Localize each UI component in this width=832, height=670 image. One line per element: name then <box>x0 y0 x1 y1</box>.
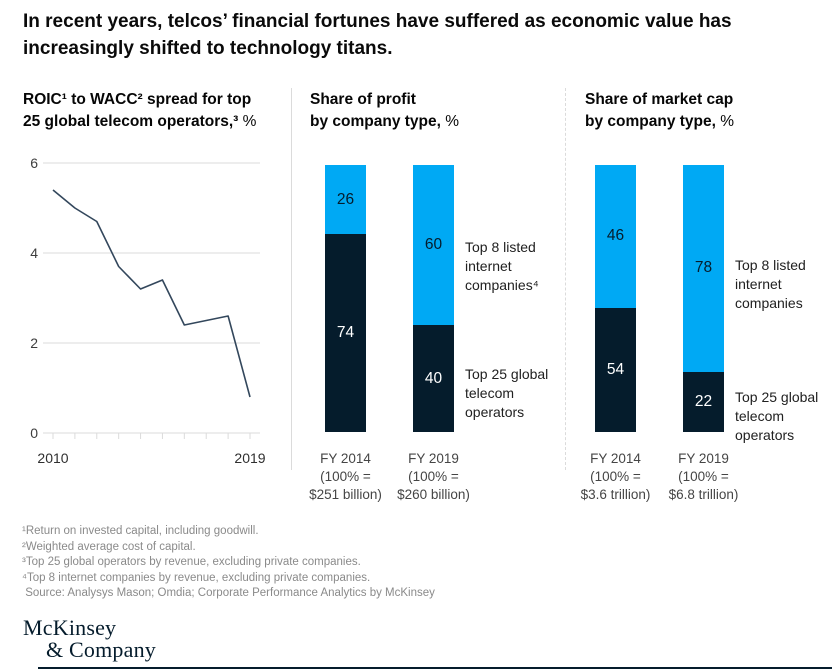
bar-value-label: 54 <box>606 360 625 378</box>
stacked-bar: 78 22 <box>683 165 724 432</box>
unit-label: % <box>720 113 735 130</box>
legend-line: companies⁴ <box>465 277 539 293</box>
legend-line: internet <box>735 276 782 292</box>
x-axis-label-start: 2010 <box>37 450 68 466</box>
category-label-line: (100% = <box>320 469 371 484</box>
y-axis-tick-label: 0 <box>30 425 38 441</box>
legend-line: Top 25 global <box>735 389 819 405</box>
legend-line: Top 25 global <box>465 366 549 382</box>
heading-line: Share of market cap <box>585 91 734 108</box>
category-label: FY 2014 (100% = $3.6 trillion) <box>551 450 681 504</box>
category-label-line: $6.8 trillion) <box>668 487 739 502</box>
category-label-line: (100% = <box>678 469 729 484</box>
category-label-line: FY 2019 <box>678 451 729 466</box>
y-axis-tick-label: 6 <box>30 155 38 171</box>
footnotes: ¹Return on invested capital, including g… <box>22 524 435 602</box>
stacked-bar: 26 74 <box>325 165 366 432</box>
legend-internet-companies: Top 8 listed internet companies⁴ <box>465 238 577 295</box>
category-label-line: FY 2019 <box>408 451 459 466</box>
bar-value-label: 46 <box>606 227 625 245</box>
bar-segment-internet: 46 <box>595 165 636 308</box>
stacked-bar: 46 54 <box>595 165 636 432</box>
bar-value-label: 74 <box>336 324 355 342</box>
bar-segment-internet: 26 <box>325 165 366 235</box>
legend-line: companies <box>735 295 803 311</box>
heading-line: ROIC¹ to WACC² spread for top <box>23 91 252 108</box>
category-label: FY 2014 (100% = $251 billion) <box>281 450 411 504</box>
unit-label: % <box>242 113 257 130</box>
unit-label: % <box>445 113 460 130</box>
panel-heading-marketcap: Share of market cap by company type, % <box>585 89 825 133</box>
footnote: ³Top 25 global operators by revenue, exc… <box>22 556 361 569</box>
bar-value-label: 40 <box>424 369 443 387</box>
bottom-rule <box>38 667 832 669</box>
bar-value-label: 22 <box>694 392 713 410</box>
panel-heading-roic: ROIC¹ to WACC² spread for top 25 global … <box>23 89 295 133</box>
legend-line: internet <box>465 258 512 274</box>
category-label-line: FY 2014 <box>590 451 641 466</box>
legend-telecom-operators: Top 25 global telecom operators <box>465 365 577 422</box>
x-axis-label-end: 2019 <box>234 450 265 466</box>
bar-segment-telecom: 74 <box>325 234 366 432</box>
footnote: ¹Return on invested capital, including g… <box>22 525 259 537</box>
y-axis-tick-label: 2 <box>30 335 38 351</box>
heading-line: Share of profit <box>310 91 416 108</box>
source-line: Source: Analysys Mason; Omdia; Corporate… <box>22 587 435 600</box>
legend-line: Top 8 listed <box>465 239 536 255</box>
panel-divider-1 <box>291 88 292 470</box>
footnote: ⁴Top 8 internet companies by revenue, ex… <box>22 571 371 584</box>
heading-line: 25 global telecom operators,³ % <box>23 113 257 130</box>
roic-trend-line <box>52 189 251 398</box>
bar-segment-telecom: 22 <box>683 371 724 432</box>
legend-line: operators <box>465 404 525 420</box>
stacked-bar: 60 40 <box>413 165 454 432</box>
heading-line: by company type, % <box>310 113 460 130</box>
category-label-line: $260 billion) <box>397 487 470 502</box>
panel-divider-2 <box>565 88 566 470</box>
legend-line: Top 8 listed <box>735 257 806 273</box>
category-label: FY 2019 (100% = $260 billion) <box>369 450 499 504</box>
bar-segment-internet: 60 <box>413 165 454 326</box>
heading-line: by company type, % <box>585 113 735 130</box>
mckinsey-logo: McKinsey & Company <box>23 617 156 661</box>
bar-value-label: 78 <box>694 259 713 277</box>
legend-line: operators <box>735 427 795 443</box>
exhibit-title: In recent years, telcos’ financial fortu… <box>23 11 732 59</box>
legend-internet-companies: Top 8 listed internet companies <box>735 256 832 313</box>
legend-line: telecom <box>735 408 785 424</box>
category-label-line: FY 2014 <box>320 451 371 466</box>
legend-telecom-operators: Top 25 global telecom operators <box>735 388 832 445</box>
bar-value-label: 26 <box>336 190 355 208</box>
category-label-line: (100% = <box>590 469 641 484</box>
legend-line: telecom <box>465 385 515 401</box>
bar-value-label: 60 <box>424 236 443 254</box>
category-label: FY 2019 (100% = $6.8 trillion) <box>639 450 769 504</box>
bar-segment-telecom: 40 <box>413 325 454 432</box>
footnote: ²Weighted average cost of capital. <box>22 540 196 553</box>
roic-line-chart: 0 2 4 6 2010 2019 <box>30 155 266 466</box>
category-label-line: (100% = <box>408 469 459 484</box>
logo-line-1: McKinsey <box>23 615 117 640</box>
category-label-line: $3.6 trillion) <box>580 487 651 502</box>
y-axis-tick-label: 4 <box>30 245 38 261</box>
category-label-line: $251 billion) <box>309 487 382 502</box>
bar-segment-telecom: 54 <box>595 307 636 432</box>
panel-heading-profit: Share of profit by company type, % <box>310 89 550 133</box>
bar-segment-internet: 78 <box>683 165 724 372</box>
logo-line-2: & Company <box>46 637 156 662</box>
